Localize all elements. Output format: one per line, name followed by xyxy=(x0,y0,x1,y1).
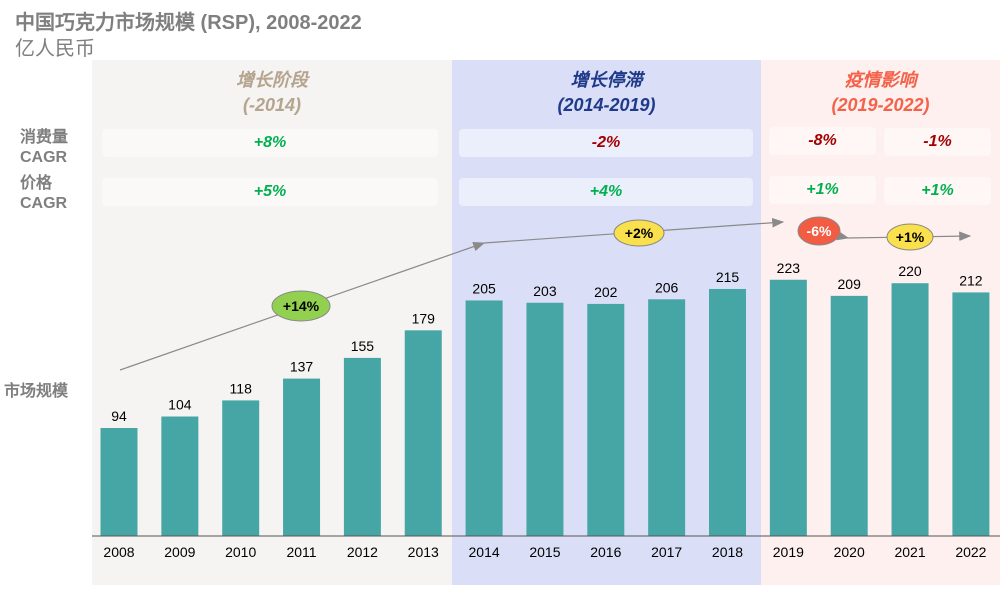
data-label-2008: 94 xyxy=(111,408,127,424)
x-tick-2015: 2015 xyxy=(529,544,560,560)
chart-unit: 亿人民币 xyxy=(15,38,95,60)
growth-label: +1% xyxy=(896,229,925,245)
data-label-2018: 215 xyxy=(716,269,740,285)
growth-bubble xyxy=(271,290,331,322)
bar-2016 xyxy=(587,303,625,536)
data-label-2009: 104 xyxy=(168,397,192,413)
bar-2011 xyxy=(283,378,321,536)
phase-range: (2014-2019) xyxy=(557,95,656,115)
data-label-2022: 212 xyxy=(959,272,983,288)
data-label-2016: 202 xyxy=(594,284,618,300)
phase-range: (2019-2022) xyxy=(831,95,930,115)
growth-bubble xyxy=(613,219,665,247)
x-tick-2020: 2020 xyxy=(834,544,865,560)
market-size-label: 市场规模 xyxy=(4,383,69,400)
data-label-2010: 118 xyxy=(230,380,253,396)
growth-bubble xyxy=(886,223,934,251)
data-label-2020: 209 xyxy=(838,276,862,292)
volume-cagr-label: 消费量 CAGR xyxy=(20,129,69,166)
x-tick-2009: 2009 xyxy=(164,544,195,560)
x-tick-2012: 2012 xyxy=(347,544,378,560)
data-label-2013: 179 xyxy=(412,310,436,326)
price-cagr-label: 价格 CAGR xyxy=(20,175,68,212)
chart-title: 中国巧克力市场规模 (RSP), 2008-2022 xyxy=(15,12,362,34)
price-cagr-stagnation: +4% xyxy=(459,178,753,206)
growth-bubble xyxy=(797,216,841,246)
bar-2019 xyxy=(769,279,807,536)
price-cagr-covid-2: +1% xyxy=(884,177,991,205)
bar-2022 xyxy=(952,292,990,536)
x-tick-2021: 2021 xyxy=(894,544,925,560)
phase-range: (-2014) xyxy=(242,95,302,115)
price-cagr-covid-1: +1% xyxy=(769,176,876,204)
volume-cagr-stagnation: -2% xyxy=(459,129,753,157)
data-label-2019: 223 xyxy=(777,260,801,276)
bar-2015 xyxy=(526,302,564,536)
x-tick-2013: 2013 xyxy=(408,544,439,560)
phase-header-growth: 增长阶段 (-2014) xyxy=(92,68,452,118)
data-label-2011: 137 xyxy=(290,359,314,375)
x-tick-2017: 2017 xyxy=(651,544,682,560)
x-tick-2008: 2008 xyxy=(103,544,134,560)
bar-2014 xyxy=(465,300,503,536)
phase-name: 增长阶段 xyxy=(236,70,308,90)
bar-2020 xyxy=(830,295,868,536)
bar-2008 xyxy=(100,427,138,536)
data-label-2015: 203 xyxy=(533,283,557,299)
x-tick-2011: 2011 xyxy=(286,544,316,560)
phase-name: 疫情影响 xyxy=(844,70,917,90)
data-label-2017: 206 xyxy=(655,279,679,295)
growth-label: +2% xyxy=(625,225,654,241)
data-label-2021: 220 xyxy=(898,263,922,279)
data-label-2014: 205 xyxy=(472,280,496,296)
phase-header-stagnation: 增长停滞 (2014-2019) xyxy=(452,68,761,118)
phase-header-covid: 疫情影响 (2019-2022) xyxy=(761,68,1000,118)
bar-2021 xyxy=(891,283,929,536)
x-tick-2022: 2022 xyxy=(955,544,986,560)
bar-2012 xyxy=(343,357,381,536)
bar-2013 xyxy=(404,330,442,536)
phase-name: 增长停滞 xyxy=(570,70,643,90)
x-tick-2016: 2016 xyxy=(590,544,621,560)
bar-2017 xyxy=(648,299,686,536)
volume-cagr-growth: +8% xyxy=(102,129,438,157)
x-tick-2019: 2019 xyxy=(773,544,804,560)
bar-2010 xyxy=(222,400,260,536)
x-tick-2014: 2014 xyxy=(469,544,500,560)
growth-label: +14% xyxy=(283,298,320,314)
growth-label: -6% xyxy=(807,223,832,239)
bar-2018 xyxy=(709,288,746,536)
x-tick-2018: 2018 xyxy=(712,544,743,560)
volume-cagr-covid-1: -8% xyxy=(769,127,876,155)
x-tick-2010: 2010 xyxy=(225,544,256,560)
price-cagr-growth: +5% xyxy=(102,178,438,206)
data-label-2012: 155 xyxy=(351,338,375,354)
bar-2009 xyxy=(161,416,199,536)
volume-cagr-covid-2: -1% xyxy=(884,128,991,156)
